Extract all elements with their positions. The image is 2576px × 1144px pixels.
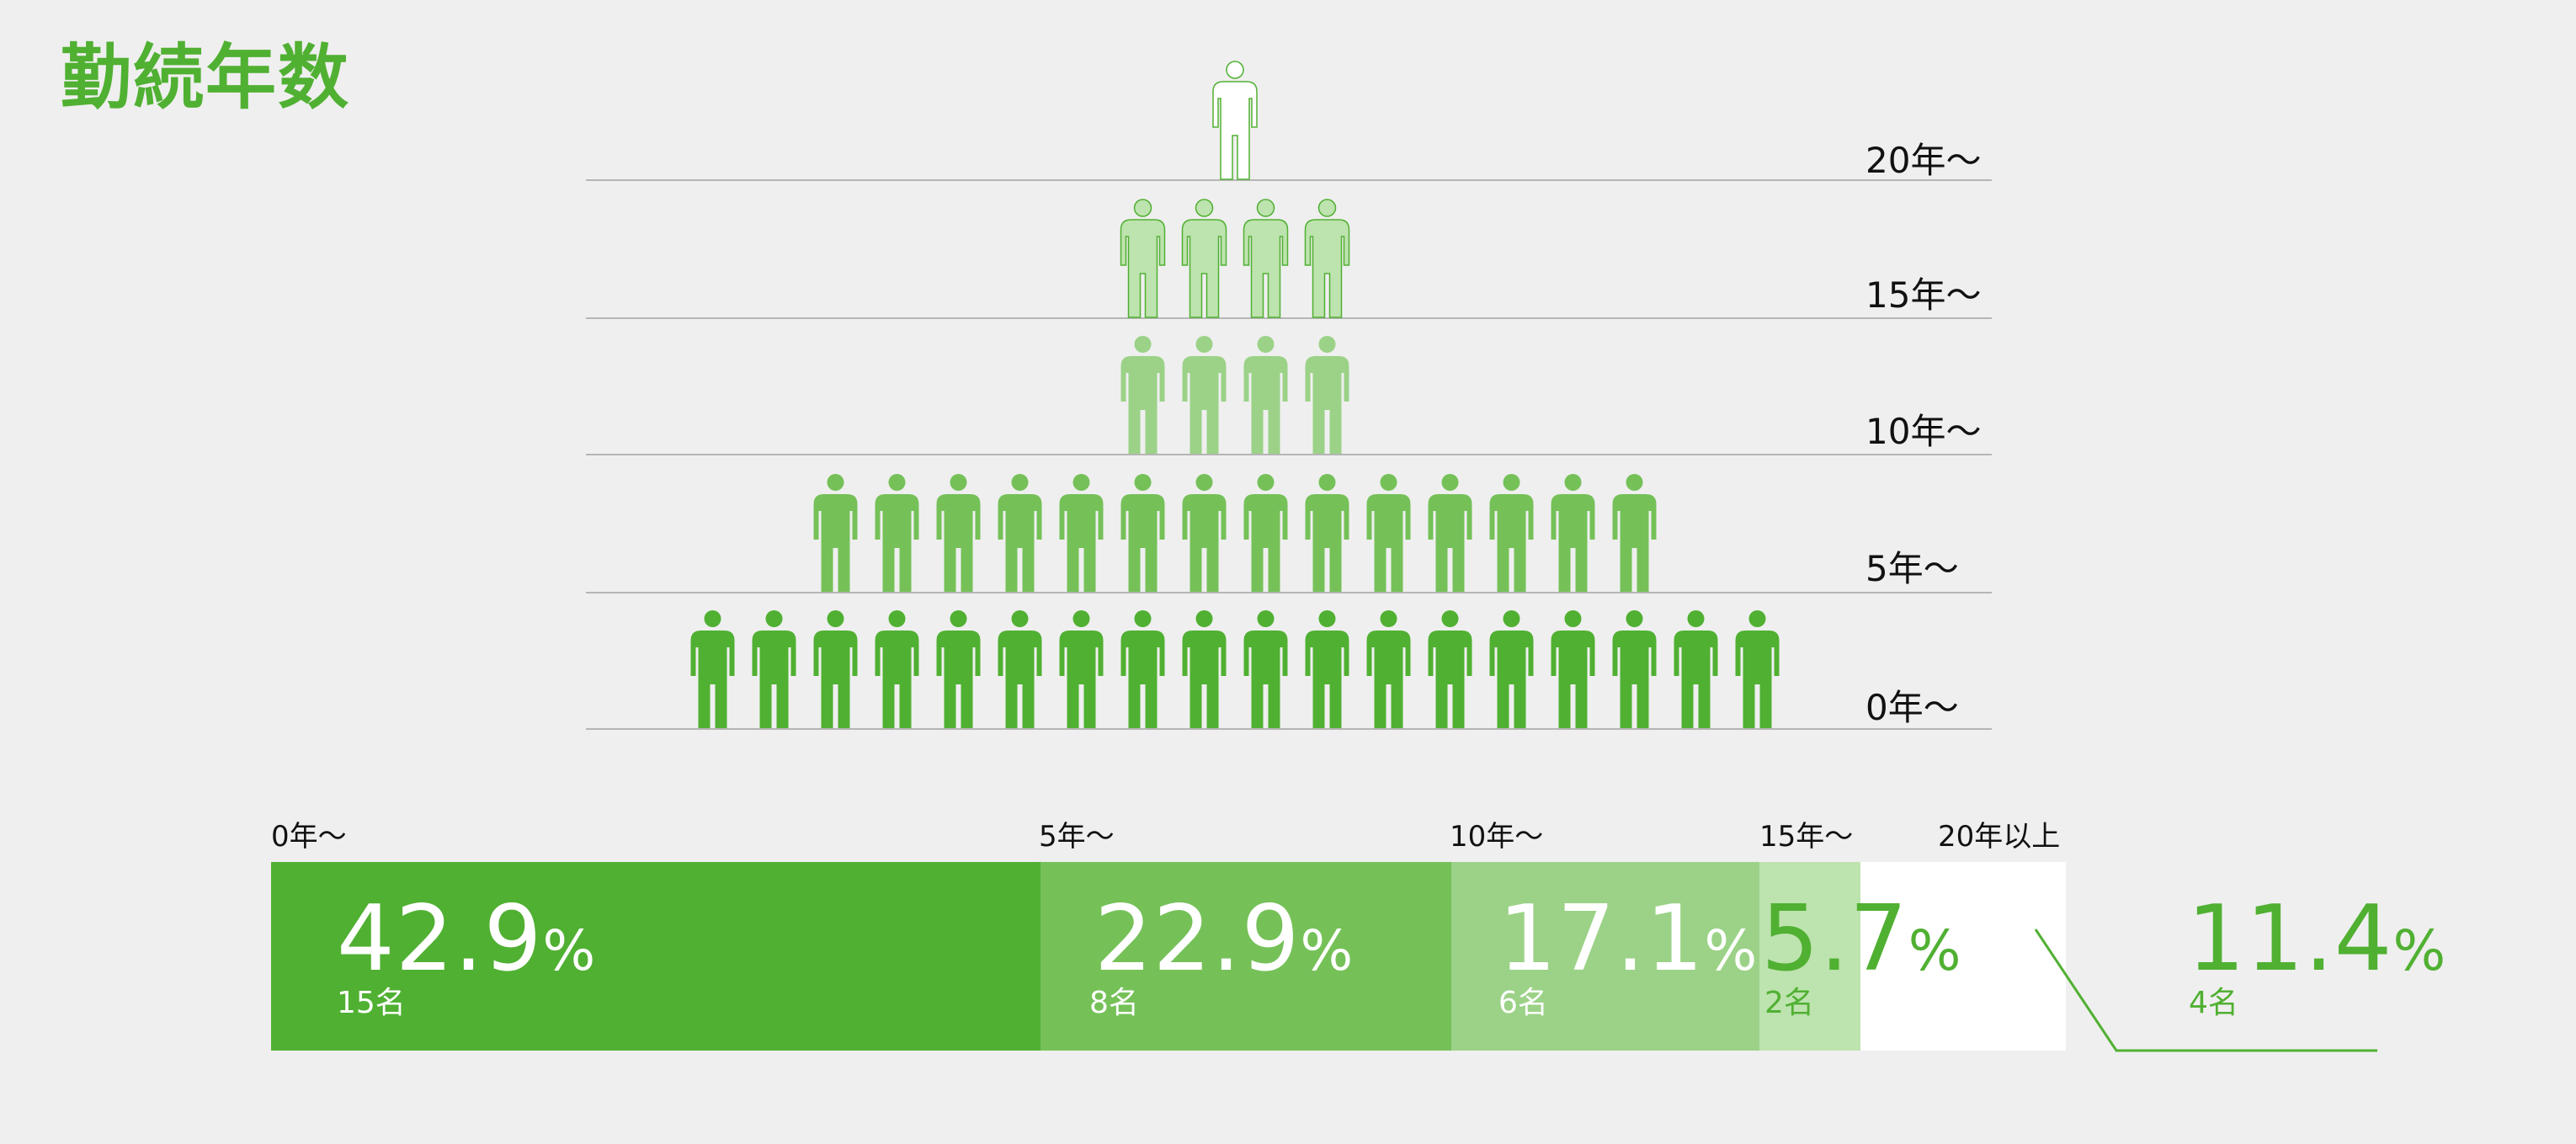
person-icon [1305, 610, 1349, 728]
segment-label-0: 0年〜 [271, 820, 347, 854]
person-icon [1243, 199, 1289, 318]
person-icon [813, 474, 858, 592]
person-icon [1366, 610, 1411, 728]
person-icon [1059, 474, 1104, 592]
person-icon [1182, 474, 1227, 592]
person-icon [998, 610, 1042, 728]
tier-label: 0年〜 [1865, 687, 1959, 728]
person-icon [1243, 474, 1288, 592]
person-icon [1489, 474, 1534, 592]
bar-segment-5 [1041, 862, 1451, 1051]
person-icon [1612, 474, 1657, 592]
person-icon [1366, 474, 1411, 592]
person-icon [1489, 610, 1534, 728]
person-icon [1551, 610, 1595, 728]
tier-label: 10年〜 [1865, 411, 1981, 452]
percent-label-5: 22.9% [1094, 886, 1354, 992]
person-icon [1735, 610, 1780, 728]
person-icon [875, 610, 919, 728]
person-icon [1059, 610, 1104, 728]
person-icon [1304, 199, 1350, 318]
bar-segment-20 [1860, 862, 2066, 1051]
person-icon [690, 610, 735, 728]
person-icon [875, 474, 919, 592]
person-icon [1243, 610, 1288, 728]
person-icon [1551, 474, 1595, 592]
percent-label-15: 5.7% [1761, 886, 1961, 992]
count-label-15: 2名 [1764, 986, 1814, 1020]
person-icon [936, 474, 981, 592]
count-label-0: 15名 [337, 986, 406, 1020]
count-label-5: 8名 [1089, 986, 1139, 1020]
person-icon [936, 610, 981, 728]
segment-label-20: 20年以上 [1938, 820, 2061, 854]
person-icon [1181, 199, 1227, 318]
tier-label: 5年〜 [1865, 548, 1959, 589]
person-icon [1428, 610, 1472, 728]
person-icon [1212, 61, 1258, 180]
person-icon [1120, 474, 1165, 592]
count-label-10: 6名 [1498, 986, 1548, 1020]
tier-label: 15年〜 [1865, 274, 1981, 316]
person-icon [1305, 474, 1349, 592]
percent-label-0: 42.9% [337, 886, 596, 992]
person-icon [1120, 610, 1165, 728]
bar-segment-10 [1451, 862, 1759, 1051]
page-title: 勤続年数 [61, 36, 351, 119]
segment-label-5: 5年〜 [1039, 820, 1115, 854]
person-icon [998, 474, 1042, 592]
segment-label-10: 10年〜 [1450, 820, 1544, 854]
bar-segment-0 [271, 862, 1041, 1051]
count-label-20: 4名 [2189, 986, 2238, 1020]
person-icon [1428, 474, 1472, 592]
person-icon [752, 610, 796, 728]
person-icon [1120, 336, 1165, 454]
person-icon [1182, 336, 1227, 454]
bar-segment-15 [1759, 862, 1860, 1051]
person-icon [1674, 610, 1718, 728]
percent-label-10: 17.1% [1498, 886, 1758, 992]
person-icon [1305, 336, 1349, 454]
pictogram-chart: 0年〜 5年〜 10年〜 15年〜 20年〜 [586, 61, 1992, 730]
person-icon [1120, 199, 1166, 318]
person-icon [1243, 336, 1288, 454]
segment-label-15: 15年〜 [1759, 820, 1854, 854]
person-icon [813, 610, 858, 728]
tier-label: 20年〜 [1865, 140, 1981, 181]
person-icon [1182, 610, 1227, 728]
person-icon [1612, 610, 1657, 728]
percent-label-20: 11.4% [2187, 886, 2446, 992]
